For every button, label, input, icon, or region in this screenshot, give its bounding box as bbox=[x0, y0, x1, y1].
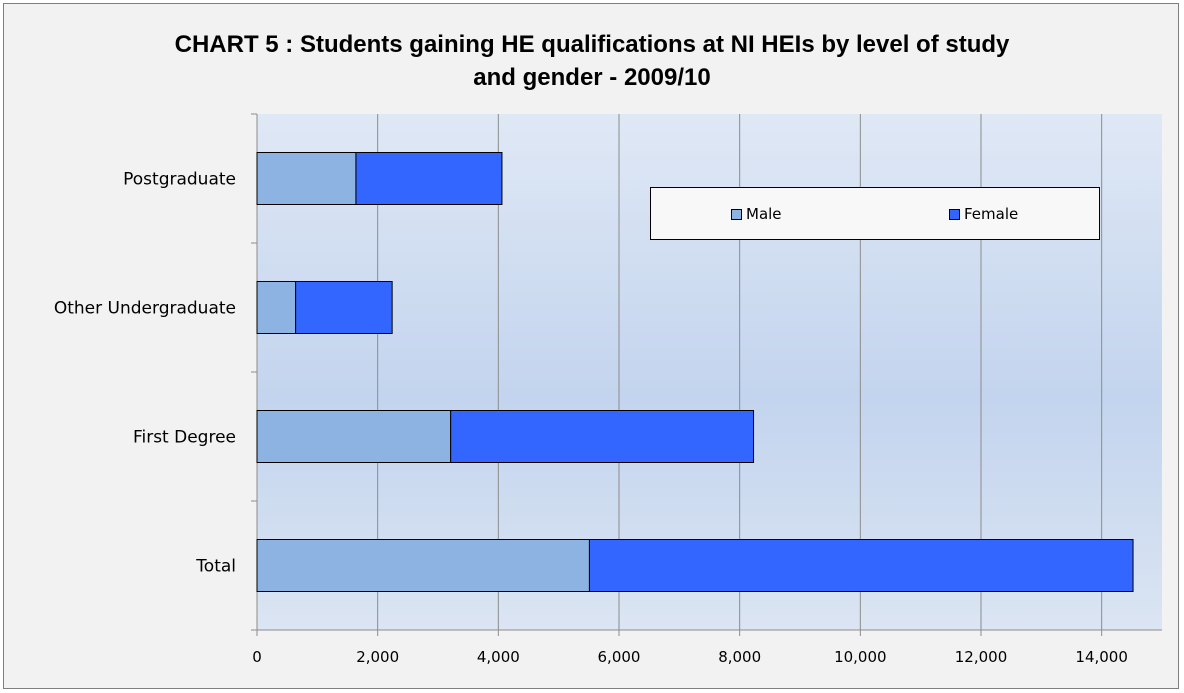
y-axis-category-label: Postgraduate bbox=[123, 170, 236, 190]
bar-male-total bbox=[256, 539, 590, 592]
legend-item-female: Female bbox=[949, 205, 1018, 223]
legend-item-male: Male bbox=[731, 205, 782, 223]
x-axis-tick-label: 8,000 bbox=[718, 648, 761, 666]
bar-male-other-undergraduate bbox=[256, 281, 297, 334]
x-axis-tick-labels: 0 2,000 4,000 6,000 8,000 10,000 12,000 14,000 bbox=[252, 648, 1128, 666]
y-axis-category-label: Total bbox=[195, 557, 236, 577]
bar-male-postgraduate bbox=[256, 152, 357, 205]
y-axis-category-label: First Degree bbox=[133, 428, 236, 448]
bar-female-total bbox=[588, 539, 1134, 592]
x-axis-tick-label: 6,000 bbox=[598, 648, 641, 666]
x-axis-tick-label: 2,000 bbox=[356, 648, 399, 666]
bar-female-postgraduate bbox=[355, 152, 503, 205]
x-axis-tick-label: 14,000 bbox=[1075, 648, 1128, 666]
legend-swatch-male bbox=[731, 208, 742, 220]
chart-title-line-2: and gender - 2009/10 bbox=[473, 64, 711, 91]
legend-swatch-female bbox=[949, 208, 960, 220]
x-axis-tick-label: 4,000 bbox=[477, 648, 520, 666]
x-axis-tick-label: 0 bbox=[252, 648, 262, 666]
y-axis-category-labels: Postgraduate Other Undergraduate First Deg… bbox=[54, 170, 236, 577]
chart-title: CHART 5 : Students gaining HE qualificat… bbox=[4, 28, 1180, 94]
bars bbox=[256, 152, 1134, 592]
legend-label-female: Female bbox=[964, 205, 1019, 223]
legend: Male Female bbox=[650, 187, 1100, 240]
chart-title-line-1: CHART 5 : Students gaining HE qualificat… bbox=[174, 31, 1010, 58]
bar-female-other-undergraduate bbox=[295, 281, 393, 334]
y-axis-category-label: Other Undergraduate bbox=[54, 299, 236, 319]
x-axis-tick-label: 10,000 bbox=[834, 648, 887, 666]
bar-male-first-degree bbox=[256, 410, 452, 463]
x-axis-tick-label: 12,000 bbox=[955, 648, 1008, 666]
bar-female-first-degree bbox=[450, 410, 755, 463]
legend-label-male: Male bbox=[746, 205, 782, 223]
